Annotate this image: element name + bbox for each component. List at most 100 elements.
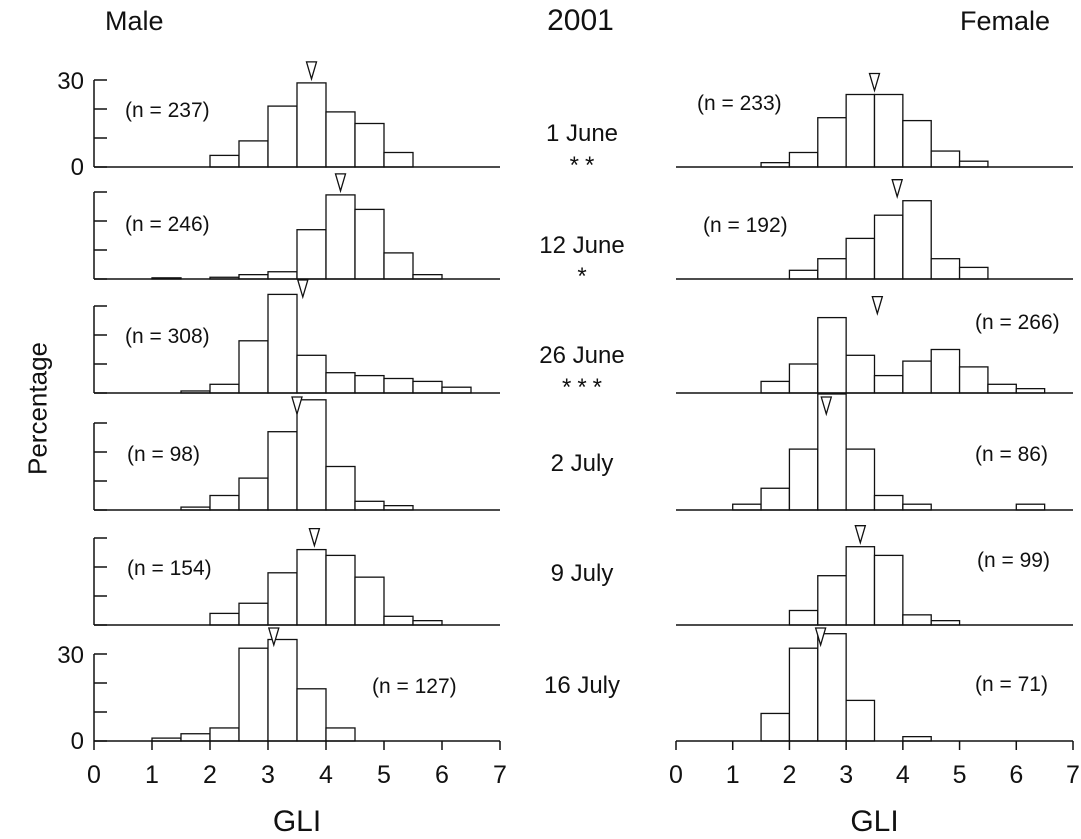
female-bar bbox=[845, 699, 876, 742]
mean-marker-icon bbox=[854, 525, 867, 546]
male-x-tick-label: 5 bbox=[377, 761, 391, 789]
female-x-tick-label: 4 bbox=[896, 761, 910, 789]
female-bar bbox=[873, 93, 904, 168]
significance-2: * bbox=[577, 263, 593, 290]
mean-marker-icon bbox=[820, 396, 833, 417]
male-bar bbox=[238, 140, 269, 168]
female-panel-2: (n = 192) bbox=[676, 179, 1073, 280]
mean-marker-icon bbox=[334, 173, 347, 194]
male-bar bbox=[267, 572, 298, 626]
male-bar bbox=[325, 194, 356, 280]
female-bar bbox=[958, 160, 989, 168]
male-bar bbox=[238, 477, 269, 511]
mean-marker-icon bbox=[291, 396, 303, 417]
mean-marker-icon bbox=[868, 72, 881, 93]
male-bar bbox=[209, 383, 240, 394]
female-bar bbox=[788, 609, 819, 626]
female-bar bbox=[760, 487, 791, 511]
male-bar bbox=[325, 111, 356, 168]
mean-marker-icon bbox=[814, 627, 827, 648]
male-bar bbox=[209, 612, 240, 626]
female-bar bbox=[902, 614, 932, 626]
female-bar bbox=[760, 380, 791, 394]
female-n-label: (n = 192) bbox=[703, 214, 788, 237]
female-bar bbox=[873, 374, 904, 394]
male-panel-5: (n = 154) bbox=[93, 527, 500, 626]
male-bar bbox=[209, 727, 240, 742]
male-bar bbox=[267, 271, 298, 280]
female-bar bbox=[1015, 503, 1046, 511]
male-bar bbox=[296, 354, 327, 394]
male-bar bbox=[267, 431, 298, 511]
male-bar bbox=[296, 399, 327, 511]
male-bar bbox=[296, 548, 327, 626]
y-tick-label: 0 bbox=[71, 154, 84, 181]
male-panel-4: (n = 98) bbox=[93, 396, 500, 511]
male-bar bbox=[354, 208, 385, 280]
male-x-tick-label: 2 bbox=[203, 761, 217, 789]
female-panel-6: (n = 71) bbox=[676, 627, 1073, 742]
male-bar bbox=[325, 554, 356, 626]
male-x-tick-label: 7 bbox=[493, 761, 507, 789]
significance-1: ** bbox=[569, 152, 601, 179]
significance-3: *** bbox=[561, 374, 609, 401]
male-bar bbox=[354, 122, 385, 168]
male-panel-1: 0 30 (n = 237) bbox=[57, 61, 500, 181]
female-x-tick-label: 3 bbox=[839, 761, 853, 789]
male-bar bbox=[441, 386, 472, 394]
female-bar bbox=[902, 119, 932, 168]
male-bar bbox=[296, 82, 327, 168]
male-bar bbox=[267, 105, 298, 168]
female-panel-3: (n = 266) bbox=[676, 295, 1073, 394]
female-bar bbox=[987, 383, 1017, 394]
female-x-tick-label: 5 bbox=[953, 761, 967, 789]
male-x-tick-label: 3 bbox=[261, 761, 275, 789]
male-panel-3: (n = 308) bbox=[93, 279, 500, 394]
male-n-label: (n = 308) bbox=[125, 325, 210, 348]
female-bar bbox=[845, 354, 876, 394]
male-label: Male bbox=[105, 6, 164, 36]
male-bar bbox=[383, 252, 414, 280]
female-bar bbox=[817, 633, 847, 742]
female-bar bbox=[817, 258, 847, 280]
female-bar bbox=[902, 503, 932, 511]
male-bar bbox=[267, 638, 298, 742]
male-x-axis-label: GLI bbox=[273, 805, 321, 838]
female-bar bbox=[788, 647, 819, 742]
female-bar bbox=[845, 93, 876, 168]
female-bar bbox=[873, 554, 904, 626]
male-n-label: (n = 246) bbox=[125, 213, 210, 236]
female-bar bbox=[902, 200, 932, 280]
female-bar bbox=[788, 363, 819, 394]
female-bar bbox=[845, 546, 876, 626]
y-tick-label: 30 bbox=[57, 68, 84, 95]
mean-marker-icon bbox=[308, 527, 321, 548]
female-x-tick-label: 2 bbox=[782, 761, 796, 789]
male-bar bbox=[180, 733, 211, 742]
female-bar bbox=[760, 712, 791, 742]
mean-marker-icon bbox=[305, 61, 318, 82]
female-bar bbox=[732, 503, 762, 511]
female-bar bbox=[958, 366, 989, 394]
year-title: 2001 bbox=[547, 4, 614, 37]
male-bar bbox=[412, 380, 443, 394]
female-bar bbox=[930, 348, 961, 394]
female-bar bbox=[788, 151, 819, 168]
male-bar bbox=[296, 229, 327, 280]
male-bar bbox=[296, 688, 327, 742]
male-bar bbox=[354, 576, 385, 626]
male-x-tick-label: 1 bbox=[145, 761, 159, 789]
male-bar bbox=[267, 293, 298, 394]
date-label-2: 12 June bbox=[539, 232, 625, 259]
female-bar bbox=[902, 360, 932, 394]
male-bar bbox=[383, 615, 414, 626]
male-panel-2: (n = 246) bbox=[93, 173, 500, 280]
y-tick-label: 0 bbox=[71, 728, 84, 755]
male-n-label: (n = 154) bbox=[127, 557, 212, 580]
female-bar bbox=[817, 393, 847, 511]
female-n-label: (n = 99) bbox=[977, 549, 1050, 572]
female-bar bbox=[958, 266, 989, 280]
female-bar bbox=[845, 448, 876, 511]
female-n-label: (n = 233) bbox=[697, 92, 782, 115]
